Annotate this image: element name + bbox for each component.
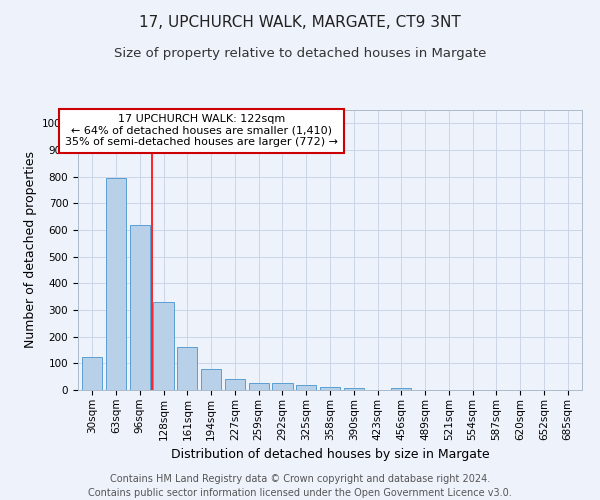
- Bar: [320, 386, 340, 390]
- Bar: [82, 356, 103, 390]
- Bar: [201, 368, 221, 390]
- X-axis label: Distribution of detached houses by size in Margate: Distribution of detached houses by size …: [170, 448, 490, 461]
- Bar: [272, 384, 293, 390]
- Bar: [177, 348, 197, 390]
- Bar: [248, 382, 269, 390]
- Bar: [344, 388, 364, 390]
- Bar: [130, 224, 150, 390]
- Text: 17 UPCHURCH WALK: 122sqm
← 64% of detached houses are smaller (1,410)
35% of sem: 17 UPCHURCH WALK: 122sqm ← 64% of detach…: [65, 114, 338, 148]
- Text: 17, UPCHURCH WALK, MARGATE, CT9 3NT: 17, UPCHURCH WALK, MARGATE, CT9 3NT: [139, 15, 461, 30]
- Bar: [391, 388, 412, 390]
- Bar: [296, 385, 316, 390]
- Y-axis label: Number of detached properties: Number of detached properties: [23, 152, 37, 348]
- Bar: [225, 380, 245, 390]
- Text: Contains HM Land Registry data © Crown copyright and database right 2024.
Contai: Contains HM Land Registry data © Crown c…: [88, 474, 512, 498]
- Bar: [106, 178, 126, 390]
- Bar: [154, 302, 173, 390]
- Text: Size of property relative to detached houses in Margate: Size of property relative to detached ho…: [114, 48, 486, 60]
